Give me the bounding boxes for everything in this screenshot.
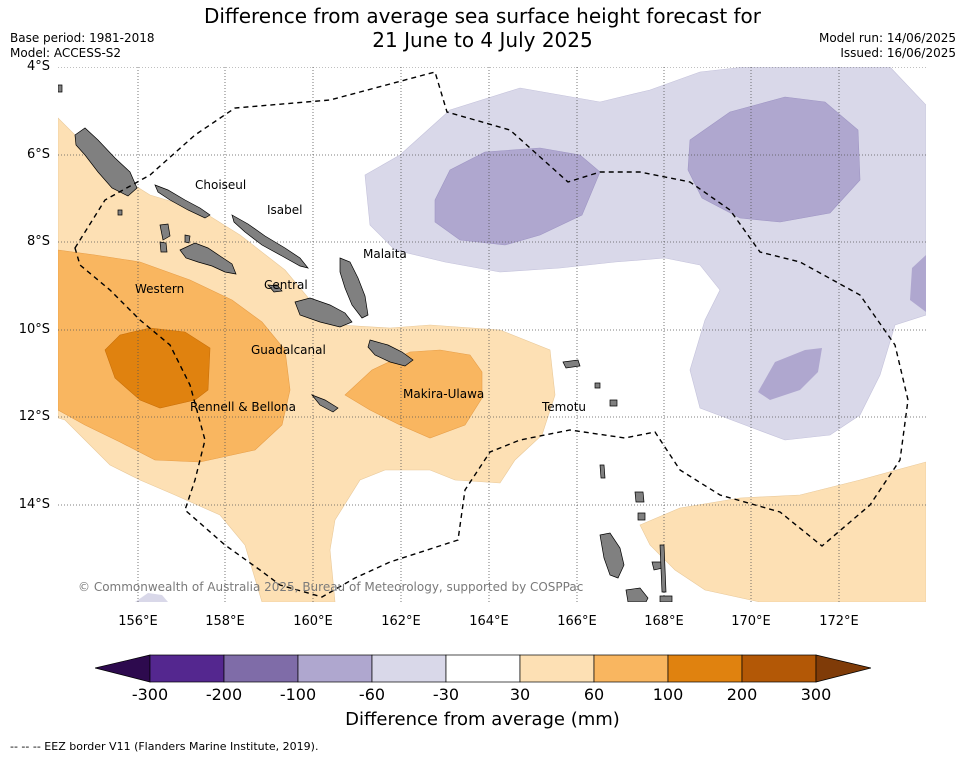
anomaly-light-orange-main [58, 117, 556, 602]
lon-tick-166e: 166°E [557, 614, 597, 629]
region-label-malaita: Malaita [363, 247, 407, 261]
shortland-islet [117, 209, 123, 216]
lon-tick-158e: 158°E [205, 614, 245, 629]
lon-tick-172e: 172°E [819, 614, 859, 629]
colorbar-label-m200: -200 [205, 685, 243, 704]
malaita-island [339, 257, 369, 319]
eez-footnote: -- -- -- EEZ border V11 (Flanders Marine… [10, 740, 319, 753]
anomaly-medium-purple-west [434, 147, 601, 246]
land-masses [58, 84, 673, 602]
region-label-isabel: Isabel [267, 203, 303, 217]
region-label-guadalcanal: Guadalcanal [251, 343, 326, 357]
makira-island [367, 339, 414, 367]
bougainville-island [74, 127, 138, 197]
region-label-makira-ulawa: Makira-Ulawa [403, 387, 485, 401]
region-label-central: Central [264, 278, 308, 292]
colorbar-label-m30: -30 [432, 685, 460, 704]
espiritu-santo-island [599, 532, 625, 579]
region-label-rennell-bellona: Rennell & Bellona [190, 400, 297, 414]
map-area [58, 67, 926, 602]
lon-tick-170e: 170°E [731, 614, 771, 629]
colorbar-title: Difference from average (mm) [345, 709, 620, 730]
lon-tick-164e: 164°E [469, 614, 509, 629]
anomaly-medium-purple-edge [910, 255, 926, 312]
lat-tick-14s: 14°S [18, 497, 50, 512]
colorbar-bin-30-30 [445, 654, 521, 683]
colorbar-extend-max [815, 654, 871, 683]
choiseul-island [154, 184, 211, 219]
colorbar-label-200: 200 [726, 685, 758, 704]
colorbar-label-30: 30 [509, 685, 531, 704]
region-label-western: Western [135, 282, 185, 296]
colorbar-bin-30-60 [519, 654, 595, 683]
region-label-temotu: Temotu [542, 400, 587, 414]
western-islands [179, 242, 237, 275]
colorbar-label-60: 60 [583, 685, 605, 704]
colorbar-label-100: 100 [652, 685, 684, 704]
meta-left: Base period: 1981-2018 Model: ACCESS-S2 [10, 31, 155, 61]
colorbar-extend-min [95, 654, 151, 683]
santa-cruz-island [562, 359, 581, 369]
vanuatu-north-1 [634, 491, 645, 503]
title-line-2: 21 June to 4 July 2025 [372, 28, 593, 52]
colorbar-label-300: 300 [800, 685, 832, 704]
colorbar-label-m100: -100 [279, 685, 317, 704]
lat-tick-4s: 4°S [26, 59, 50, 74]
colorbar-bin-100-60 [297, 654, 373, 683]
vella-lavella-island [159, 223, 171, 241]
colorbar-bin-60-100 [593, 654, 669, 683]
colorbar-bin-100-200 [667, 654, 743, 683]
colorbar-bin-300-200 [149, 654, 225, 683]
colorbar-label-m300: -300 [131, 685, 169, 704]
anomaly-light-orange-se [639, 461, 926, 602]
base-period: Base period: 1981-2018 [10, 31, 155, 45]
map-svg [58, 67, 926, 602]
malekula-island [625, 587, 649, 602]
lon-tick-168e: 168°E [644, 614, 684, 629]
lat-tick-8s: 8°S [26, 234, 50, 249]
colorbar-bin-200-100 [223, 654, 299, 683]
copyright-notice: © Commonwealth of Australia 2025, Bureau… [78, 580, 584, 594]
ranongga-island [159, 241, 168, 253]
lon-tick-156e: 156°E [118, 614, 158, 629]
colorbar-bin-60-30 [371, 654, 447, 683]
lat-tick-10s: 10°S [18, 322, 50, 337]
anomaly-medium-purple-east [687, 96, 861, 223]
issued-date: Issued: 16/06/2025 [840, 46, 956, 60]
region-label-choiseul: Choiseul [195, 178, 247, 192]
eez-border-solomon [74, 71, 909, 598]
vanuatu-north-2 [637, 512, 646, 521]
ambrym-island [659, 595, 673, 602]
lat-tick-6s: 6°S [26, 147, 50, 162]
isabel-island [231, 214, 309, 269]
model-name: Model: ACCESS-S2 [10, 46, 122, 60]
isabel-islet [184, 234, 191, 244]
colorbar [95, 654, 871, 683]
meta-right: Model run: 14/06/2025 Issued: 16/06/2025 [819, 31, 956, 61]
lat-tick-12s: 12°S [18, 409, 50, 424]
lon-tick-162e: 162°E [381, 614, 421, 629]
colorbar-label-m60: -60 [358, 685, 386, 704]
rennell-island [310, 394, 339, 413]
anomaly-medium-purple-south [758, 348, 822, 400]
anomaly-light-purple-sw [135, 593, 168, 602]
model-run: Model run: 14/06/2025 [818, 31, 956, 45]
lon-tick-160e: 160°E [293, 614, 333, 629]
central-islands [267, 284, 283, 293]
colorbar-bin-200-300 [741, 654, 817, 683]
guadalcanal-island [294, 297, 353, 328]
pentecost-island [659, 544, 667, 593]
graticule [58, 67, 926, 602]
title-line-1: Difference from average sea surface heig… [203, 4, 762, 28]
banks-islands [599, 464, 606, 479]
temotu-islet-2 [609, 399, 618, 407]
temotu-islet-1 [594, 382, 601, 389]
bougainville-islet [58, 84, 63, 93]
map-title: Difference from average sea surface heig… [0, 4, 965, 52]
